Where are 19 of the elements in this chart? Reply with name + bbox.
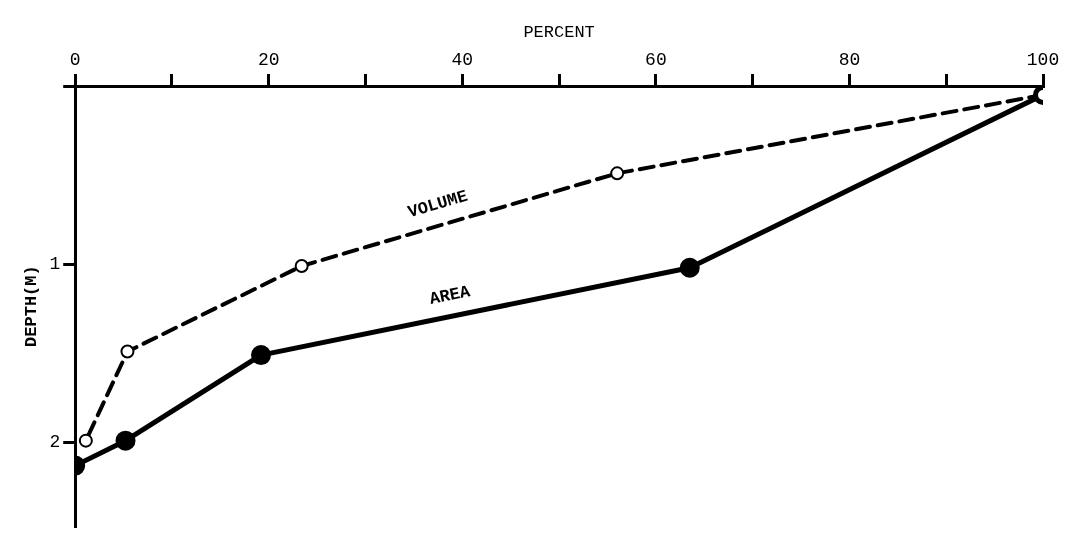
point [115, 430, 136, 451]
x-tick-label: 0 [69, 49, 81, 70]
point [679, 257, 700, 278]
y-tick-label: 1 [49, 253, 61, 274]
point [294, 259, 309, 273]
point [120, 344, 135, 359]
point [78, 433, 93, 448]
point [251, 345, 272, 366]
x-tick-label: 60 [645, 49, 667, 70]
text: AREA [427, 281, 473, 309]
x-tick-label: 100 [1026, 49, 1060, 70]
x-tick-label: 80 [838, 49, 861, 70]
x-axis-title: PERCENT [523, 22, 595, 42]
x-tick-label: 40 [451, 49, 474, 70]
y-tick-label: 2 [49, 432, 61, 453]
y-axis-title: DEPTH(M) [22, 265, 42, 347]
x-tick-label: 20 [257, 49, 280, 70]
point [610, 166, 625, 181]
text: VOLUME [405, 186, 470, 223]
